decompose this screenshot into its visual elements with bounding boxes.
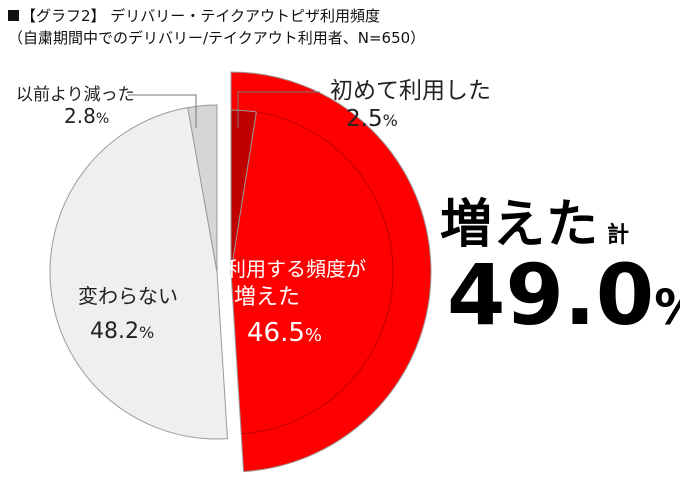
slice-increase-group bbox=[230, 71, 432, 473]
value-first-time: 2.5% bbox=[346, 106, 398, 132]
increase-inner-ring bbox=[239, 109, 394, 435]
value-unchanged: 48.2% bbox=[90, 319, 154, 344]
chart-title: 【グラフ2】 デリバリー・テイクアウトピザ利用頻度 bbox=[8, 6, 380, 26]
bullet-square-icon bbox=[8, 10, 19, 21]
total-increase-suffix: 計 bbox=[607, 223, 630, 248]
leader-decreased bbox=[128, 94, 197, 128]
total-increase-label: 増えた計 bbox=[440, 182, 629, 257]
chart-subtitle: （自粛期間中でのデリバリー/テイクアウト利用者、N=650） bbox=[8, 29, 426, 47]
slice-decreased bbox=[187, 104, 218, 273]
label-first-time: 初めて利用した bbox=[330, 78, 491, 104]
total-increase-number: 49.0 bbox=[447, 246, 655, 344]
slice-unchanged bbox=[49, 106, 229, 440]
total-increase-unit: % bbox=[654, 280, 680, 336]
total-increase-word: 増えた bbox=[440, 195, 600, 255]
value-decreased: 2.8% bbox=[64, 104, 109, 128]
leader-first-time bbox=[237, 91, 320, 128]
total-increase-value: 49.0% bbox=[447, 250, 680, 353]
pie-slices bbox=[49, 71, 432, 473]
value-increased: 46.5% bbox=[247, 318, 322, 348]
slice-first-time bbox=[230, 109, 257, 273]
label-unchanged: 変わらない bbox=[78, 284, 178, 308]
label-increased-line2: 増えた bbox=[234, 285, 300, 310]
label-decreased: 以前より減った bbox=[16, 85, 135, 105]
leader-lines bbox=[128, 91, 320, 128]
label-increased-line1: 利用する頻度が bbox=[226, 257, 366, 281]
